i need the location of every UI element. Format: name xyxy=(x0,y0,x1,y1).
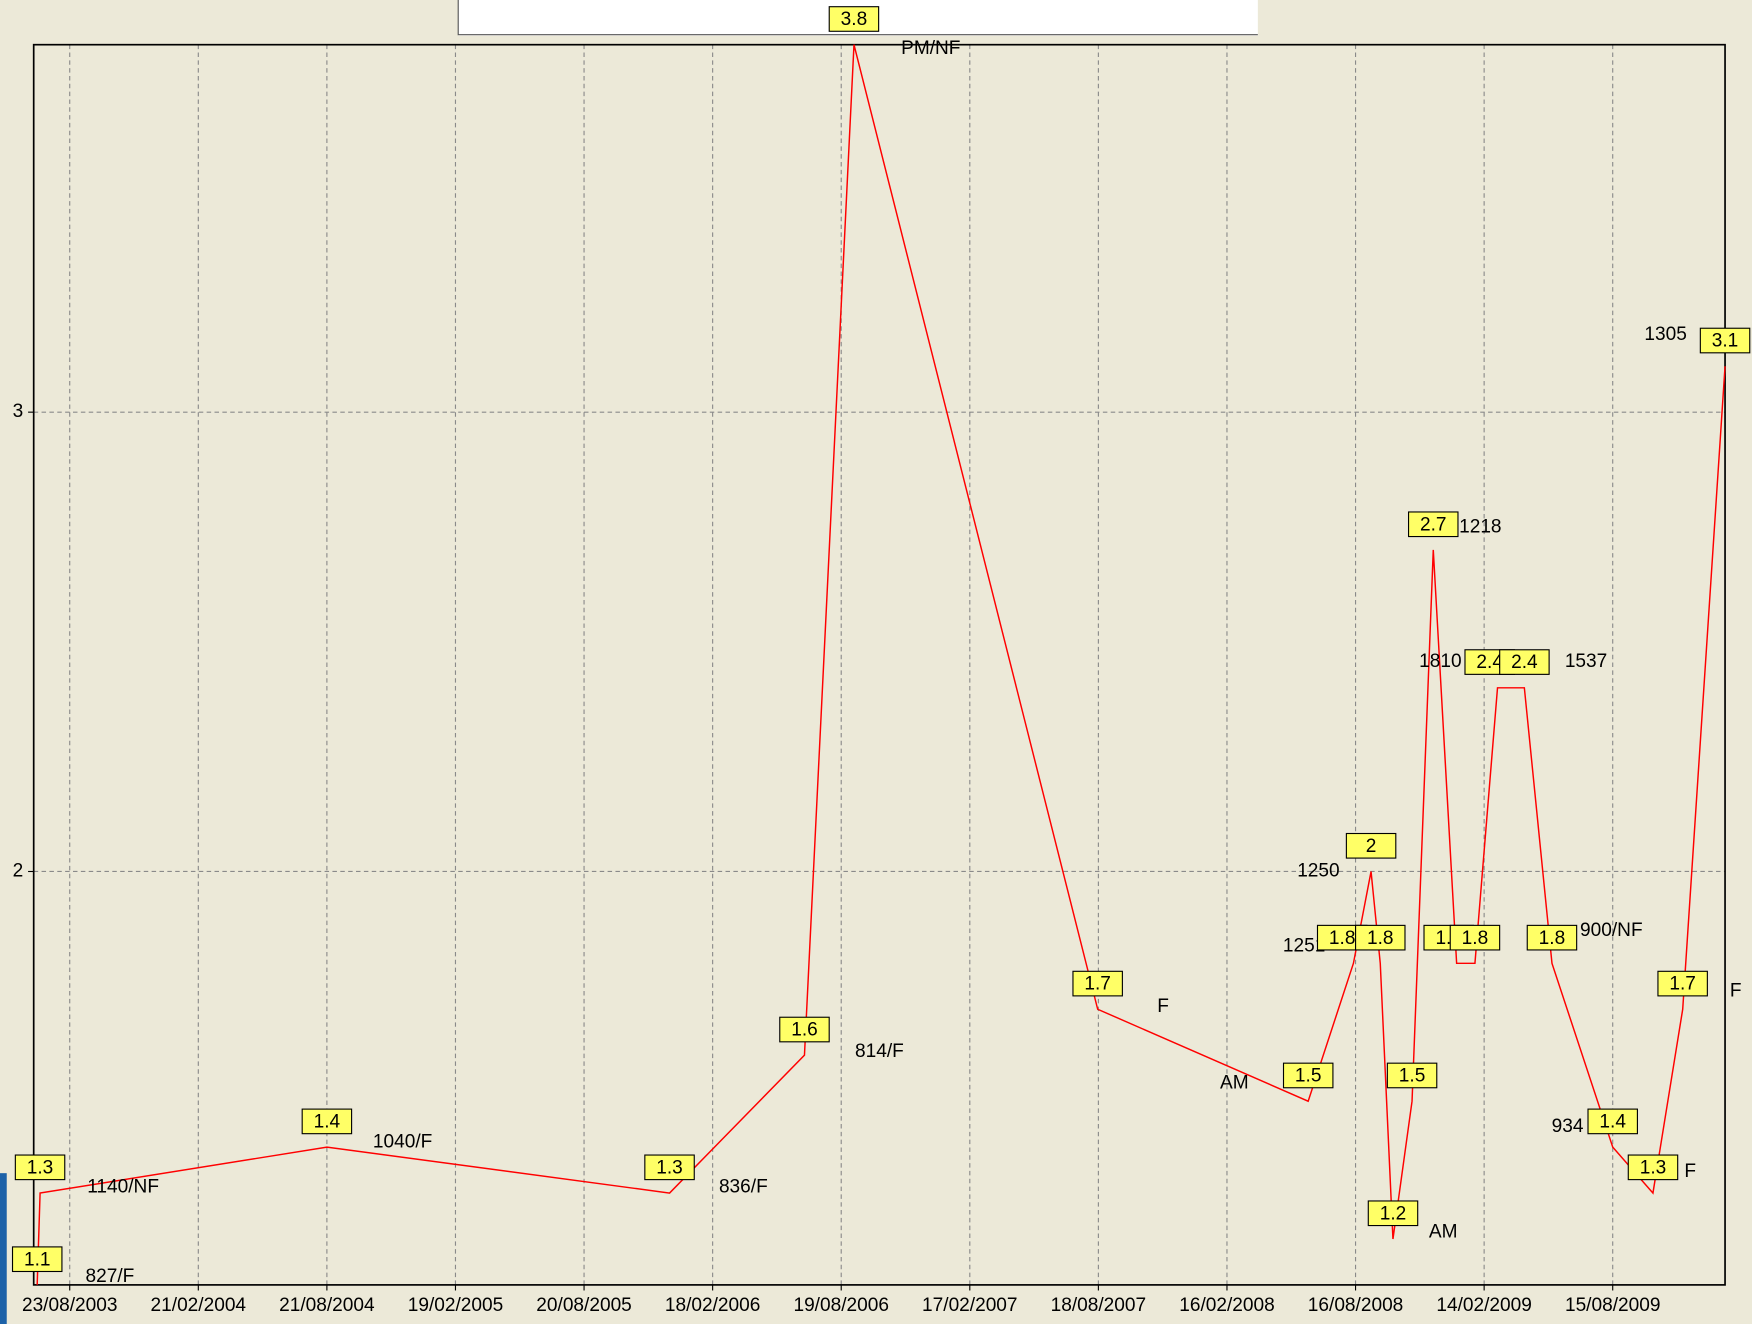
point-annotation: 900/NF xyxy=(1580,920,1643,941)
point-annotation: 1305 xyxy=(1644,324,1686,345)
value-label: 1.5 xyxy=(1399,1066,1426,1087)
value-box xyxy=(1367,1200,1419,1227)
x-tick-label: 16/02/2008 xyxy=(1179,1295,1274,1316)
value-box xyxy=(1282,1062,1334,1089)
value-box xyxy=(1657,970,1708,997)
value-label: 2.7 xyxy=(1420,514,1447,535)
x-tick-label: 19/08/2006 xyxy=(793,1295,888,1316)
value-box xyxy=(1407,511,1459,538)
value-box xyxy=(828,6,880,32)
x-tick-label: 14/02/2009 xyxy=(1436,1295,1531,1316)
y-tick-label: 3 xyxy=(13,401,24,422)
point-annotation: F xyxy=(1157,996,1169,1017)
x-tick-label: 21/08/2004 xyxy=(279,1295,375,1316)
x-tick-label: 20/08/2005 xyxy=(536,1295,631,1316)
value-label: 2 xyxy=(1366,836,1377,857)
value-label: 2.4 xyxy=(1511,652,1538,673)
value-label: 3.8 xyxy=(841,9,868,30)
value-box xyxy=(1386,1062,1438,1089)
value-box xyxy=(1587,1108,1638,1135)
value-label: 1.3 xyxy=(1640,1158,1667,1179)
point-annotation: 836/F xyxy=(719,1177,768,1198)
value-label: 1.4 xyxy=(1599,1112,1626,1133)
value-box xyxy=(14,1154,66,1181)
x-tick-label: 18/02/2006 xyxy=(665,1295,760,1316)
value-box xyxy=(11,1246,63,1273)
point-annotation: AM xyxy=(1429,1221,1458,1242)
point-annotation: 1040/F xyxy=(373,1132,432,1153)
value-label: 1.3 xyxy=(656,1158,683,1179)
plot-frame xyxy=(32,43,1726,1286)
point-annotation: 1537 xyxy=(1565,651,1607,672)
marks: 827/F 1.1 1140/NF 1.3 1040/F 1.4 836/F 1.3 814/F… xyxy=(11,6,1751,1287)
value-label: 1.5 xyxy=(1295,1066,1322,1087)
value-label: 1.2 xyxy=(1380,1203,1407,1224)
x-tick-label: 21/02/2004 xyxy=(151,1295,247,1316)
value-box xyxy=(1526,924,1578,951)
x-tick-label: 18/08/2007 xyxy=(1051,1295,1146,1316)
point-annotation: PM/NF xyxy=(901,38,960,59)
value-box xyxy=(1345,832,1397,859)
top-panel-border xyxy=(457,0,1258,36)
point-annotation: 1140/NF xyxy=(87,1177,159,1198)
point-annotation: AM xyxy=(1220,1072,1249,1093)
value-box xyxy=(644,1154,695,1181)
x-tick-label: 19/02/2005 xyxy=(408,1295,503,1316)
value-label: 1.6 xyxy=(791,1020,818,1041)
point-annotation: 1250 xyxy=(1297,861,1339,882)
value-box xyxy=(779,1016,830,1043)
x-tick-label: 23/08/2003 xyxy=(22,1295,117,1316)
grid: 2 3 23/08/2003 21/02/2004 21/08/2004 19/02/20… xyxy=(13,44,1726,1316)
value-box xyxy=(1449,924,1501,951)
value-label: 1.8 xyxy=(1329,928,1356,949)
value-label: 1.7 xyxy=(1084,974,1111,995)
value-label: 2.4 xyxy=(1476,652,1503,673)
side-strip xyxy=(0,1173,7,1324)
x-tick-label: 17/02/2007 xyxy=(922,1295,1017,1316)
value-label: 1.8 xyxy=(1367,928,1394,949)
data-line xyxy=(36,44,1726,1285)
value-label: 1.4 xyxy=(314,1112,341,1133)
value-box xyxy=(1499,649,1550,675)
value-label: 1.1 xyxy=(24,1249,51,1270)
value-label: 1.8 xyxy=(1462,928,1489,949)
point-annotation: F xyxy=(1730,980,1742,1001)
x-tick-label: 16/08/2008 xyxy=(1308,1295,1403,1316)
point-annotation: 814/F xyxy=(855,1041,904,1062)
value-label: 1.8 xyxy=(1539,928,1566,949)
value-box xyxy=(301,1108,353,1135)
value-box xyxy=(1627,1154,1679,1181)
value-label: 1.3 xyxy=(27,1158,54,1179)
value-label: 3.1 xyxy=(1712,331,1739,352)
point-annotation: F xyxy=(1684,1161,1696,1182)
y-tick-label: 2 xyxy=(13,861,24,882)
point-annotation: 827/F xyxy=(86,1266,135,1287)
value-box xyxy=(1699,327,1751,354)
point-annotation: 1218 xyxy=(1459,517,1501,538)
point-annotation: 1251 xyxy=(1283,936,1325,957)
value-box xyxy=(1355,924,1406,951)
point-annotation: 1810 xyxy=(1419,651,1461,672)
x-tick-label: 15/08/2009 xyxy=(1565,1295,1660,1316)
value-label: 1.7 xyxy=(1669,974,1696,995)
value-box xyxy=(1072,970,1123,997)
point-annotation: 934 xyxy=(1552,1116,1584,1137)
